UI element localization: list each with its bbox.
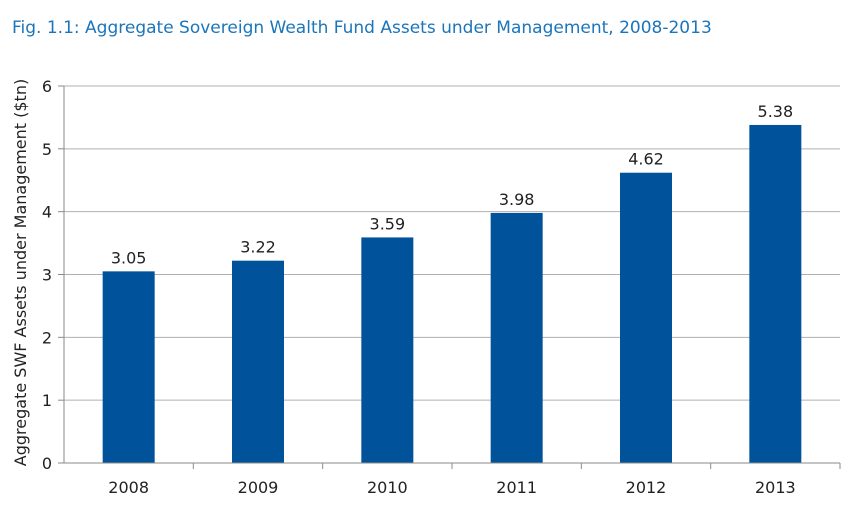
x-tick-label: 2013: [755, 478, 796, 497]
bar: [490, 212, 543, 463]
y-tick-label: 3: [42, 266, 52, 285]
y-axis-title: Aggregate SWF Assets under Management ($…: [11, 79, 30, 466]
data-label: 4.62: [628, 150, 664, 169]
bars: [102, 124, 802, 463]
gridlines: [64, 85, 840, 401]
bar: [749, 124, 802, 463]
data-labels: 3.05 3.22 3.59 3.98 4.62 5.38: [111, 102, 793, 267]
bar: [232, 260, 284, 463]
x-tick-label: 2008: [108, 478, 149, 497]
y-tick-label: 2: [42, 328, 52, 347]
data-label: 3.22: [240, 238, 276, 257]
bar: [361, 237, 414, 463]
data-label: 3.98: [499, 190, 535, 209]
figure-title: Fig. 1.1: Aggregate Sovereign Wealth Fun…: [12, 18, 712, 38]
bar: [102, 271, 155, 463]
x-tick-label: 2011: [496, 478, 537, 497]
y-tick-label: 6: [42, 77, 52, 96]
y-tick-label: 4: [42, 203, 52, 222]
x-tick-label: 2012: [626, 478, 667, 497]
x-axis-ticks: 2008 2009 2010 2011 2012 2013: [108, 463, 841, 497]
y-axis-ticks: 0 1 2 3 4 5 6: [42, 77, 64, 473]
data-label: 3.59: [370, 214, 406, 233]
bar: [620, 172, 672, 463]
x-tick-label: 2010: [367, 478, 408, 497]
data-label: 3.05: [111, 248, 147, 267]
y-tick-label: 0: [42, 454, 52, 473]
y-tick-label: 1: [42, 391, 52, 410]
y-tick-label: 5: [42, 140, 52, 159]
data-label: 5.38: [758, 102, 794, 121]
x-tick-label: 2009: [238, 478, 279, 497]
